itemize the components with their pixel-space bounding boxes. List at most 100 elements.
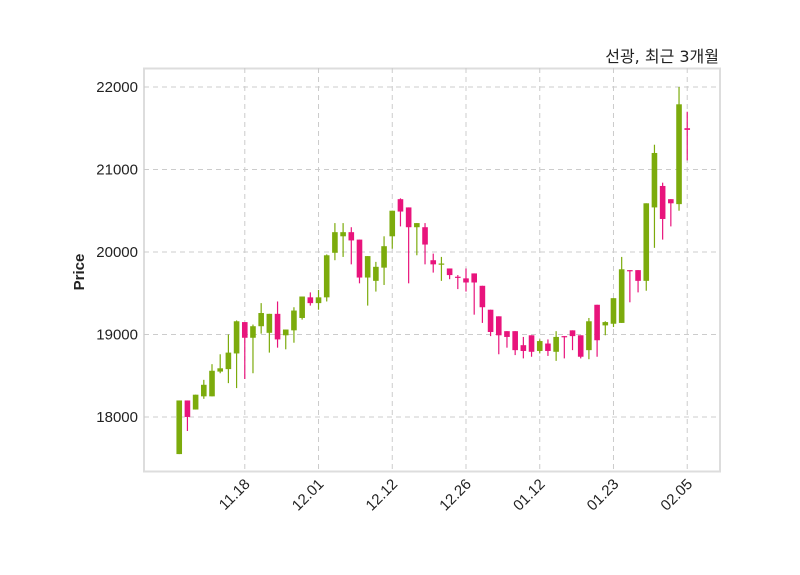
candle-body xyxy=(405,207,412,228)
candle-down xyxy=(569,330,576,351)
candle-body xyxy=(553,336,559,352)
candle-down xyxy=(561,336,568,359)
candle-down xyxy=(356,239,363,284)
candle-body xyxy=(643,203,650,281)
candle-down xyxy=(545,339,551,356)
candle-body xyxy=(258,313,264,327)
candle-down xyxy=(471,273,477,315)
candle-down xyxy=(668,199,674,227)
candle-up xyxy=(250,324,256,374)
candle-down xyxy=(504,331,510,348)
candle-up xyxy=(389,210,396,249)
candle-up xyxy=(201,379,207,399)
candle-body xyxy=(545,343,551,351)
candle-body xyxy=(651,152,658,208)
candle-body xyxy=(291,310,297,331)
candle-body xyxy=(479,285,486,308)
candle-up xyxy=(299,296,305,320)
candle-body xyxy=(618,269,625,323)
candle-body xyxy=(422,227,428,245)
candle-body xyxy=(299,296,305,318)
candle-body xyxy=(569,330,576,337)
candle-down xyxy=(479,285,486,323)
chart-title: 선광, 최근 3개월 xyxy=(605,47,719,66)
candle-body xyxy=(373,266,379,281)
candle-body xyxy=(332,232,338,253)
candle-up xyxy=(602,321,609,336)
candle-body xyxy=(241,322,248,338)
candle-body xyxy=(323,255,330,298)
y-tick-label: 19000 xyxy=(96,326,138,343)
candle-down xyxy=(520,336,527,359)
candle-body xyxy=(209,370,215,397)
candle-up xyxy=(618,256,625,323)
candle-body xyxy=(586,321,592,351)
candle-body xyxy=(495,316,502,336)
candle-body xyxy=(520,345,527,351)
candle-up xyxy=(192,394,199,410)
candle-body xyxy=(684,128,691,130)
grid xyxy=(144,68,720,471)
candle-body xyxy=(676,104,682,205)
candle-body xyxy=(201,384,207,397)
candle-body xyxy=(364,256,371,278)
candle-body xyxy=(594,304,600,341)
x-tick-label: 12.26 xyxy=(436,476,475,515)
candle-up xyxy=(536,339,543,354)
candle-up xyxy=(225,334,232,384)
candle-down xyxy=(446,268,453,280)
candle-up xyxy=(373,261,379,292)
candle-up xyxy=(209,364,215,397)
candle-body xyxy=(274,313,281,340)
candle-up xyxy=(266,313,273,353)
candle-body xyxy=(577,335,584,357)
candle-down xyxy=(659,182,666,240)
candle-body xyxy=(446,268,453,276)
candle-up xyxy=(340,223,346,257)
candle-up xyxy=(610,298,617,328)
candle-body xyxy=(192,394,199,410)
candle-body xyxy=(471,273,477,283)
candle-body xyxy=(282,329,289,336)
candle-body xyxy=(176,400,183,455)
y-tick-label: 21000 xyxy=(96,161,138,178)
candle-body xyxy=(307,297,314,304)
candle-down xyxy=(627,270,633,303)
candle-body xyxy=(184,400,191,417)
candle-body xyxy=(348,232,355,241)
candle-body xyxy=(414,223,420,228)
candle-body xyxy=(233,321,240,354)
candle-up xyxy=(676,86,682,211)
candle-down xyxy=(422,223,428,265)
candle-down xyxy=(495,316,502,355)
candle-up xyxy=(586,317,592,360)
x-tick-label: 12.12 xyxy=(363,476,402,515)
candle-body xyxy=(504,331,510,337)
candle-down xyxy=(241,322,248,380)
candle-body xyxy=(389,210,396,237)
candle-down xyxy=(463,268,469,292)
candle-up xyxy=(176,400,183,455)
x-tick-label: 02.05 xyxy=(657,476,696,515)
y-tick-label: 22000 xyxy=(96,79,138,96)
candle-body xyxy=(266,313,273,333)
candle-up xyxy=(553,331,559,361)
candle-down xyxy=(397,198,404,227)
y-axis-label: Price xyxy=(71,254,88,291)
candle-down xyxy=(594,304,600,357)
candle-up xyxy=(217,354,223,374)
candles xyxy=(176,86,691,455)
candle-up xyxy=(323,254,330,302)
candle-up xyxy=(364,256,371,306)
candle-body xyxy=(528,335,535,352)
candle-body xyxy=(659,185,666,219)
candle-body xyxy=(668,199,674,204)
candle-down xyxy=(184,400,191,431)
candle-down xyxy=(684,111,691,161)
candle-body xyxy=(356,239,363,278)
candle-body xyxy=(438,263,445,265)
candle-down xyxy=(512,331,518,356)
candle-body xyxy=(463,278,469,283)
candle-down xyxy=(274,301,281,348)
